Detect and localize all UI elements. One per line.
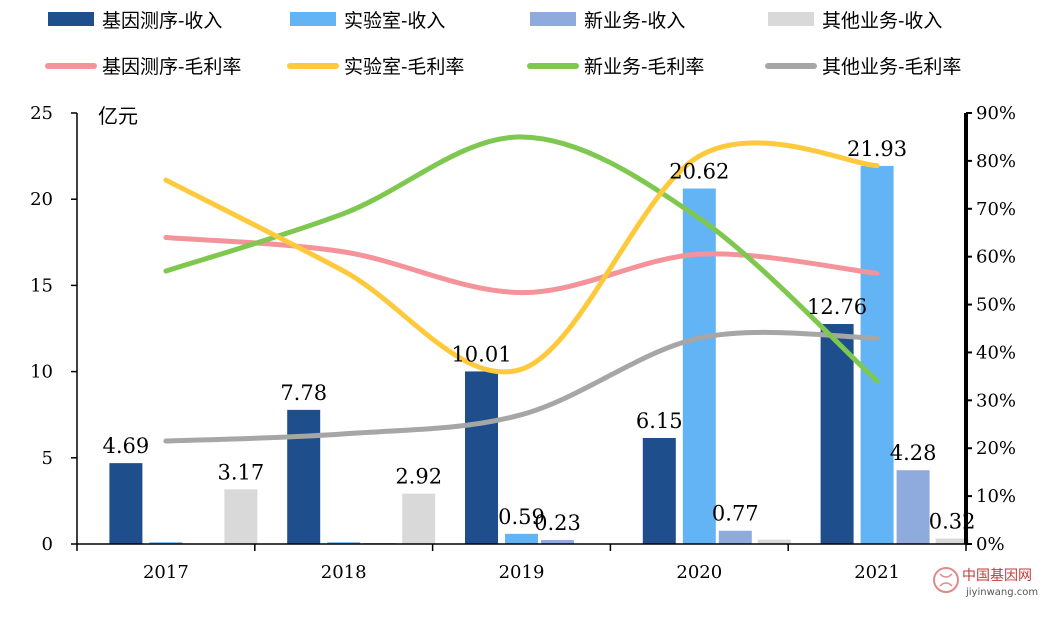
legend-label: 其他业务-毛利率	[822, 56, 961, 78]
bar	[896, 470, 930, 544]
legend-swatch-bar	[530, 12, 576, 26]
bar-series-group	[109, 165, 969, 544]
x-tick-label: 2017	[143, 562, 189, 583]
data-label: 6.15	[636, 409, 683, 433]
bar	[505, 533, 538, 544]
right-tick-label: 10%	[976, 486, 1016, 507]
data-label: 4.28	[890, 441, 937, 465]
right-tick-label: 80%	[976, 151, 1016, 172]
bar	[402, 493, 436, 544]
bar	[642, 437, 676, 544]
axes-group: 0 5 10 15 20 25 0% 10% 20% 30% 40% 50% 60% 70% 80% 90% 2…	[30, 103, 1016, 583]
legend-label: 其他业务-收入	[822, 10, 942, 32]
bar	[935, 538, 969, 544]
x-tick-label: 2020	[676, 562, 722, 583]
bar	[541, 540, 574, 544]
bar	[682, 188, 716, 544]
data-label: 21.93	[847, 137, 907, 161]
right-tick-label: 60%	[976, 247, 1016, 268]
left-tick-label: 20	[30, 189, 53, 210]
legend-label: 基因测序-收入	[102, 10, 222, 32]
data-label: 4.69	[103, 434, 150, 458]
data-label: 0.32	[929, 509, 976, 533]
left-tick-label: 5	[42, 448, 53, 469]
bar	[149, 542, 183, 544]
data-label: 0.77	[712, 502, 759, 526]
legend-swatch-bar	[290, 12, 336, 26]
left-tick-label: 0	[42, 534, 53, 555]
legend-label: 实验室-收入	[344, 10, 445, 32]
bar	[287, 409, 321, 544]
watermark-logo: 中国基因网 jiyinwang.com	[933, 567, 1038, 598]
right-tick-label: 70%	[976, 199, 1016, 220]
bar	[820, 324, 854, 544]
line-series	[163, 329, 880, 444]
legend-swatch-bar	[48, 12, 94, 26]
right-tick-label: 30%	[976, 390, 1016, 411]
x-tick-label: 2019	[499, 562, 545, 583]
watermark-cn-text: 中国基因网	[962, 567, 1032, 584]
watermark-en-text: jiyinwang.com	[965, 587, 1038, 598]
data-label: 3.17	[218, 460, 265, 484]
x-tick-label: 2021	[854, 562, 900, 583]
bar	[109, 463, 143, 544]
line-series	[163, 134, 880, 384]
left-tick-label: 10	[30, 362, 53, 383]
data-labels-group: 4.69 7.78 10.01 6.15 12.76 0.59 20.62 21.93 0.23…	[103, 137, 976, 535]
data-label: 20.62	[669, 160, 729, 184]
bar	[465, 371, 498, 544]
bar	[718, 530, 752, 544]
right-tick-label: 40%	[976, 342, 1016, 363]
legend-label: 新业务-收入	[584, 10, 685, 32]
bar	[860, 165, 894, 544]
data-label: 2.92	[395, 465, 442, 489]
line-series	[163, 140, 880, 375]
bar	[327, 542, 361, 544]
legend-label: 实验室-毛利率	[344, 56, 464, 78]
line-series	[163, 235, 880, 296]
right-tick-label: 90%	[976, 103, 1016, 124]
line-series-group	[163, 134, 880, 444]
data-label: 0.23	[534, 511, 581, 535]
data-label: 7.78	[280, 381, 327, 405]
right-tick-label: 0%	[976, 534, 1005, 555]
bar	[224, 489, 258, 544]
right-tick-label: 20%	[976, 438, 1016, 459]
left-tick-label: 25	[30, 103, 53, 124]
left-tick-label: 15	[30, 275, 53, 296]
right-tick-label: 50%	[976, 295, 1016, 316]
x-tick-label: 2018	[321, 562, 367, 583]
data-label: 0.59	[498, 505, 545, 529]
legend-label: 新业务-毛利率	[584, 56, 704, 78]
data-label: 10.01	[451, 342, 511, 366]
left-axis-unit-label: 亿元	[98, 104, 138, 128]
bar	[757, 539, 791, 544]
legend-swatch-bar	[768, 12, 814, 26]
legend-label: 基因测序-毛利率	[102, 56, 241, 78]
data-label: 12.76	[807, 295, 867, 319]
